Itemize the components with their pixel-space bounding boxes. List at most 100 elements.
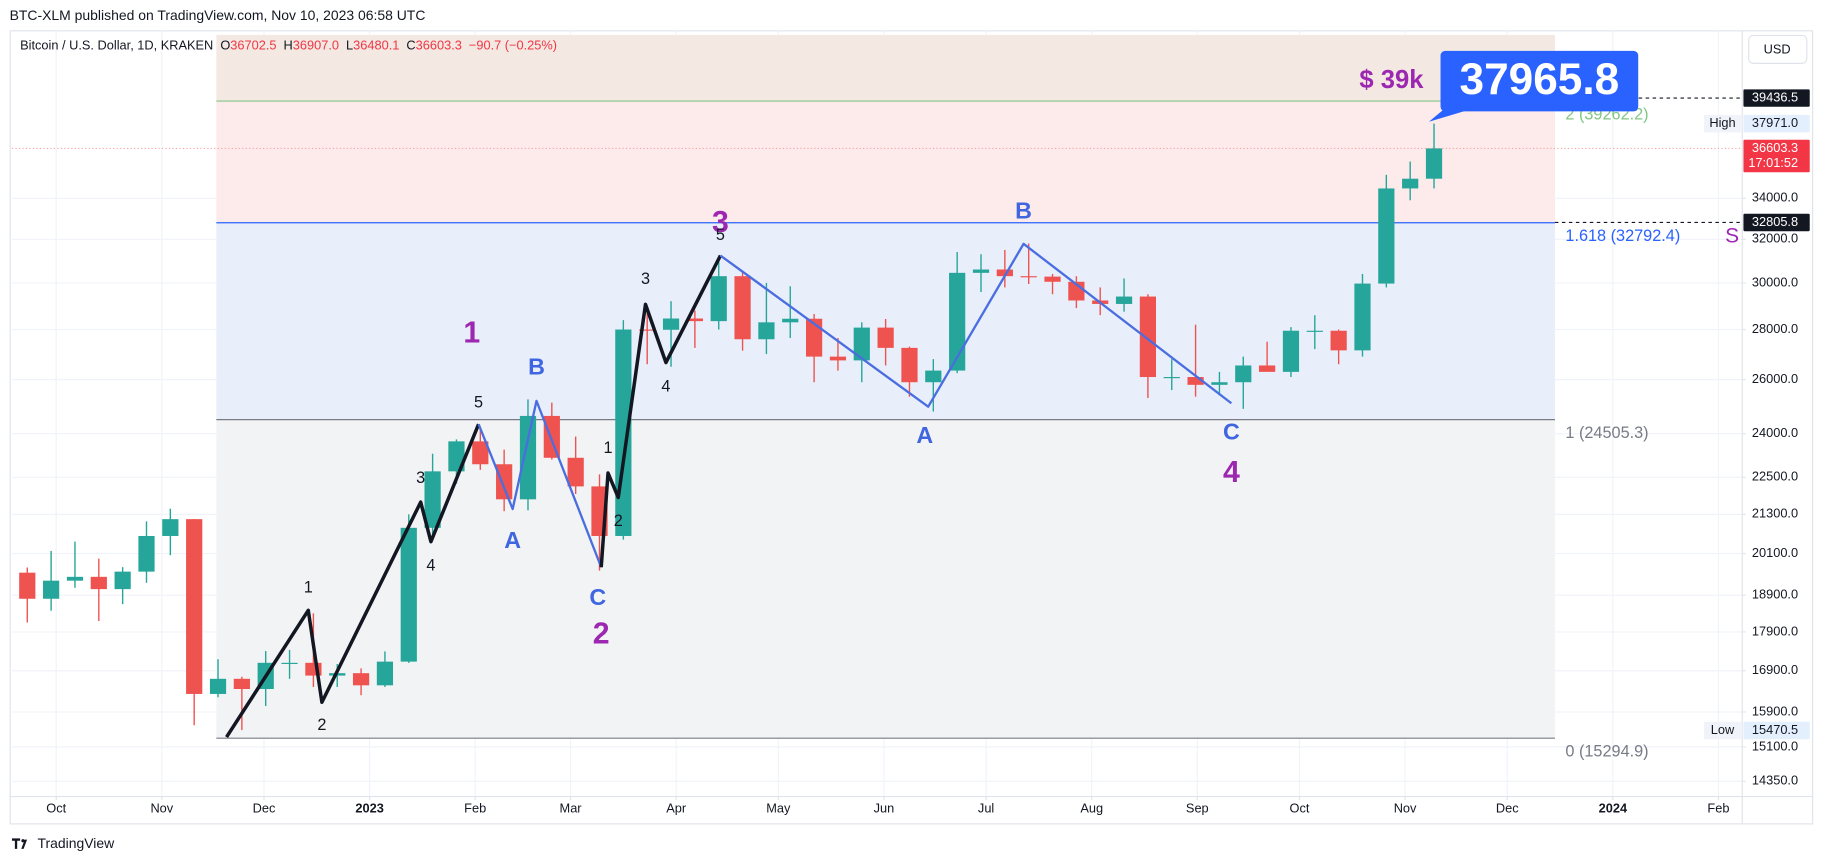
wave-label: B	[528, 353, 545, 379]
wave-label: A	[916, 422, 933, 448]
legend-key: H	[284, 38, 293, 53]
price-label: 36603.3	[1752, 140, 1798, 155]
price-label-box	[1743, 721, 1810, 740]
x-tick-label: Jul	[978, 801, 994, 816]
candle-body	[782, 318, 799, 323]
candle-body	[972, 269, 990, 273]
candle-body	[639, 329, 656, 331]
wave-line	[225, 423, 481, 739]
candle-body	[233, 678, 250, 690]
wave-label: 3	[641, 270, 650, 288]
wave-label: C	[1223, 419, 1240, 445]
x-tick-label: Oct	[46, 801, 66, 816]
candle-body	[1020, 276, 1037, 278]
candle-body	[1402, 178, 1419, 189]
candle-body	[1187, 377, 1204, 385]
candle-body	[734, 276, 751, 340]
wave-label: C	[589, 584, 606, 610]
legend-value: 36702.5	[230, 38, 276, 53]
x-tick-label: 2023	[355, 801, 383, 816]
fib-label: 1.618 (32792.4)	[1565, 227, 1680, 245]
candle-body	[710, 276, 727, 322]
wave-line	[477, 399, 603, 568]
wave-line	[599, 254, 722, 568]
price-label-box	[1743, 213, 1810, 232]
x-tick-label: Nov	[150, 801, 173, 816]
y-tick-label: 18900.0	[1752, 587, 1798, 602]
candle-body	[376, 661, 394, 686]
candle-body	[1044, 276, 1061, 282]
callout-text: 37965.8	[1460, 55, 1620, 104]
y-tick-label: 21300.0	[1752, 506, 1798, 521]
candle-body	[1330, 330, 1347, 351]
wave-label: A	[504, 527, 521, 553]
candle-body	[1354, 283, 1371, 351]
x-tick-label: Aug	[1080, 801, 1103, 816]
candle-body	[1139, 296, 1157, 378]
candle-body	[138, 535, 155, 572]
wave-label: 5	[474, 394, 483, 412]
wave-label: 1	[463, 317, 480, 350]
y-tick-label: 24000.0	[1752, 425, 1798, 440]
candle-body	[352, 673, 370, 686]
candle-body	[996, 269, 1013, 277]
wave-label: 4	[661, 377, 670, 395]
candle-body	[1378, 188, 1395, 284]
y-tick-label: 15100.0	[1752, 738, 1798, 753]
candle-body	[1425, 148, 1443, 179]
candle-body	[662, 318, 680, 330]
currency[interactable]: USD	[1764, 41, 1791, 56]
wave-label: 1	[304, 578, 313, 596]
legend: Bitcoin / U.S. Dollar, 1D, KRAKEN O36702…	[20, 38, 557, 53]
candle-body	[472, 441, 489, 465]
candle-body	[901, 347, 918, 383]
legend-key: L	[346, 38, 353, 53]
x-tick-label: Nov	[1394, 801, 1417, 816]
candle-body	[829, 356, 847, 361]
y-tick-label: 34000.0	[1752, 190, 1798, 205]
candle-body	[448, 441, 465, 472]
candle-body	[1306, 330, 1323, 332]
brand: TradingView	[38, 835, 116, 851]
x-tick-label: Sep	[1186, 801, 1209, 816]
price-label-sub: 17:01:52	[1748, 155, 1798, 170]
currency-button[interactable]	[1748, 34, 1808, 64]
wave-line	[719, 242, 1233, 408]
fib-label: 1 (24505.3)	[1565, 424, 1648, 442]
price-label-box	[1743, 114, 1810, 133]
wave-label: 2	[614, 512, 623, 530]
y-tick-label: 15900.0	[1752, 703, 1798, 718]
fib-band	[216, 101, 1555, 223]
wave-label: $ 39k	[1359, 66, 1424, 94]
price-label: 15470.5	[1752, 722, 1798, 737]
y-tick-label: 20100.0	[1752, 545, 1798, 560]
price-label: 32805.8	[1752, 214, 1798, 229]
y-tick-label: 28000.0	[1752, 321, 1798, 336]
price-label-box	[1743, 139, 1810, 173]
candle-body	[43, 580, 60, 599]
candle-body	[400, 527, 417, 662]
candle-body	[949, 272, 966, 371]
x-tick-label: Oct	[1290, 801, 1310, 816]
candle-body	[1211, 382, 1228, 385]
x-tick-label: Dec	[1496, 801, 1519, 816]
y-tick-label: 32000.0	[1752, 231, 1798, 246]
y-tick-label: 14350.0	[1752, 773, 1798, 788]
wave-label: 3	[712, 206, 729, 239]
y-tick-label: 26000.0	[1752, 371, 1798, 386]
candle-body	[853, 327, 870, 361]
candle-body	[186, 519, 203, 694]
candle-body	[209, 678, 227, 694]
x-tick-label: 2024	[1599, 801, 1628, 816]
candle-body	[281, 662, 298, 664]
legend-value: 36907.0	[293, 38, 339, 53]
candle-body	[1259, 365, 1276, 372]
frame	[9, 30, 1814, 825]
candle-body	[1235, 365, 1252, 383]
legend-value: 36480.1	[353, 38, 399, 53]
candle-body	[496, 464, 513, 500]
wave-label: B	[1015, 198, 1032, 224]
symbol-title: Bitcoin / U.S. Dollar, 1D, KRAKEN	[20, 38, 213, 53]
price-label: 39436.5	[1752, 89, 1798, 104]
